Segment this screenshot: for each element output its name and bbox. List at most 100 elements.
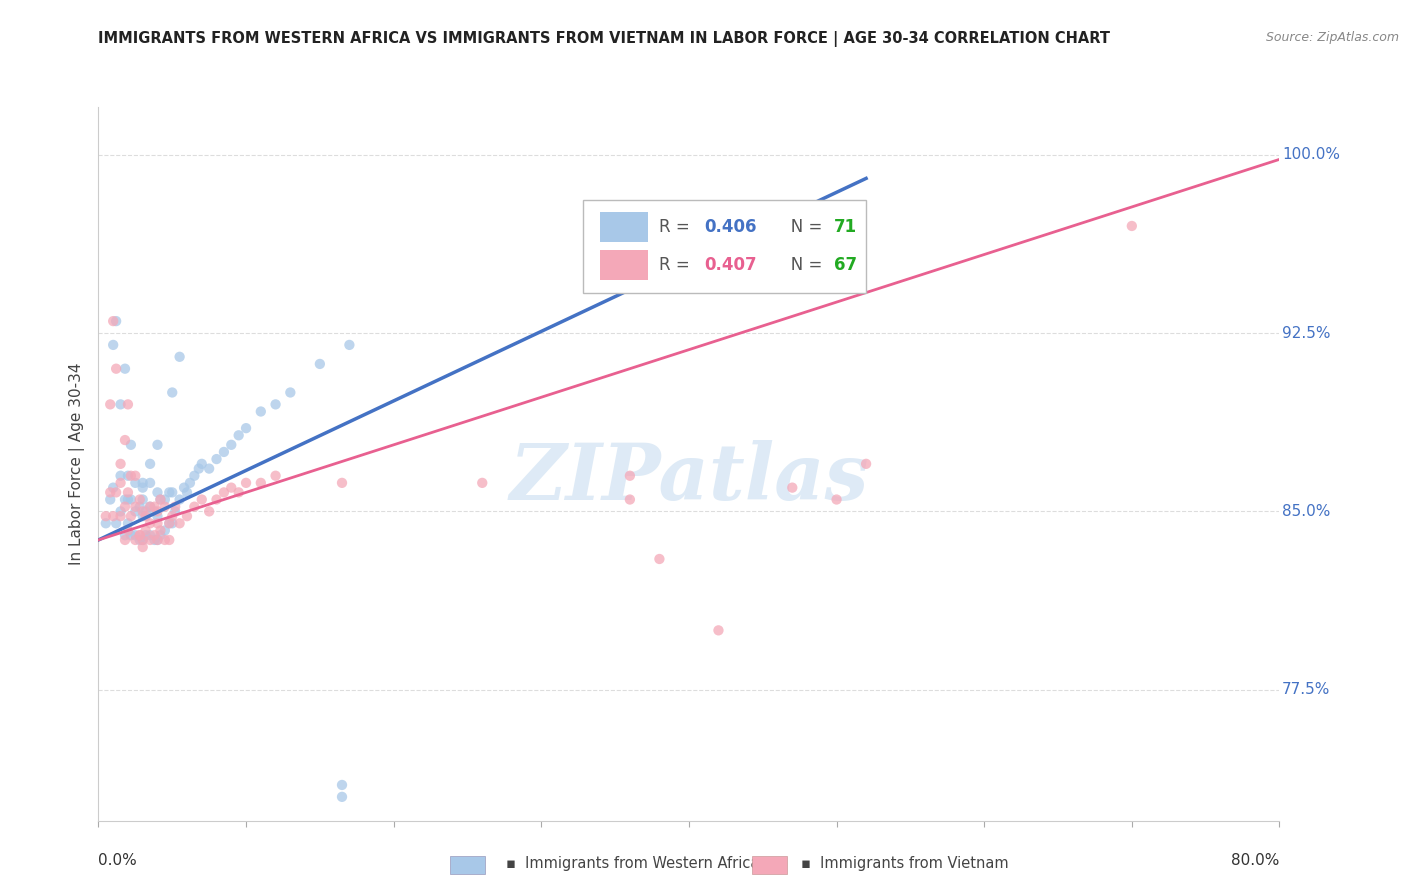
Text: 85.0%: 85.0% — [1282, 504, 1330, 519]
Point — [143, 528, 166, 542]
Point — [825, 492, 848, 507]
Point — [250, 475, 273, 490]
Point — [157, 485, 180, 500]
Text: N =: N = — [775, 256, 828, 274]
Point — [146, 438, 169, 452]
Text: 67: 67 — [834, 256, 858, 274]
Point — [471, 475, 494, 490]
Text: 71: 71 — [834, 219, 858, 236]
Point — [309, 357, 332, 371]
Point — [619, 468, 641, 483]
Point — [264, 397, 287, 411]
Point — [169, 492, 191, 507]
Point — [855, 457, 877, 471]
Point — [165, 500, 187, 514]
Point — [146, 504, 169, 518]
Point — [132, 475, 155, 490]
Point — [205, 452, 228, 467]
Point — [149, 492, 172, 507]
Point — [120, 438, 142, 452]
Point — [103, 509, 125, 524]
Point — [146, 485, 169, 500]
Point — [169, 516, 191, 531]
Point — [782, 481, 804, 495]
Point — [143, 533, 166, 547]
Point — [212, 445, 235, 459]
Point — [162, 516, 183, 531]
Point — [110, 475, 132, 490]
Point — [105, 361, 128, 376]
Point — [120, 509, 142, 524]
Point — [1121, 219, 1143, 233]
Point — [143, 504, 166, 518]
Point — [98, 492, 121, 507]
Point — [110, 457, 132, 471]
Point — [132, 509, 155, 524]
Point — [132, 540, 155, 554]
Point — [139, 533, 162, 547]
Point — [139, 500, 162, 514]
Point — [330, 778, 353, 792]
Point — [183, 500, 205, 514]
Point — [124, 533, 146, 547]
Point — [250, 404, 273, 418]
Point — [114, 500, 136, 514]
Point — [132, 492, 155, 507]
Point — [149, 492, 172, 507]
Point — [191, 492, 214, 507]
Point — [105, 516, 128, 531]
Point — [219, 481, 242, 495]
Point — [103, 481, 125, 495]
Point — [105, 314, 128, 328]
Text: 80.0%: 80.0% — [1232, 853, 1279, 868]
Point — [120, 492, 142, 507]
Point — [205, 492, 228, 507]
Point — [132, 481, 155, 495]
Point — [128, 528, 150, 542]
Point — [183, 468, 205, 483]
Point — [110, 509, 132, 524]
Point — [128, 492, 150, 507]
Point — [128, 528, 150, 542]
Point — [94, 516, 117, 531]
Point — [94, 509, 117, 524]
Point — [648, 552, 671, 566]
Point — [146, 516, 169, 531]
Point — [114, 433, 136, 447]
Point — [153, 492, 176, 507]
Point — [143, 500, 166, 514]
Point — [149, 524, 172, 538]
Point — [212, 485, 235, 500]
Point — [98, 397, 121, 411]
Point — [124, 504, 146, 518]
Point — [235, 421, 257, 435]
Point — [120, 468, 142, 483]
Point — [707, 624, 730, 638]
Point — [135, 528, 157, 542]
Point — [153, 500, 176, 514]
Point — [198, 504, 221, 518]
Point — [619, 492, 641, 507]
Point — [124, 475, 146, 490]
Point — [124, 468, 146, 483]
Point — [117, 485, 139, 500]
Point — [139, 475, 162, 490]
Point — [228, 428, 250, 442]
Text: 0.407: 0.407 — [704, 256, 756, 274]
Point — [124, 500, 146, 514]
Point — [135, 509, 157, 524]
Point — [330, 475, 353, 490]
Point — [114, 528, 136, 542]
Text: ZIPatlas: ZIPatlas — [509, 440, 869, 516]
Text: Source: ZipAtlas.com: Source: ZipAtlas.com — [1265, 31, 1399, 45]
Text: 100.0%: 100.0% — [1282, 147, 1340, 162]
Text: ▪  Immigrants from Vietnam: ▪ Immigrants from Vietnam — [801, 856, 1010, 871]
Text: IMMIGRANTS FROM WESTERN AFRICA VS IMMIGRANTS FROM VIETNAM IN LABOR FORCE | AGE 3: IMMIGRANTS FROM WESTERN AFRICA VS IMMIGR… — [98, 31, 1111, 47]
Point — [330, 789, 353, 804]
Point — [146, 533, 169, 547]
Point — [149, 528, 172, 542]
Point — [132, 533, 155, 547]
Point — [103, 314, 125, 328]
Point — [153, 533, 176, 547]
Text: 0.0%: 0.0% — [98, 853, 138, 868]
